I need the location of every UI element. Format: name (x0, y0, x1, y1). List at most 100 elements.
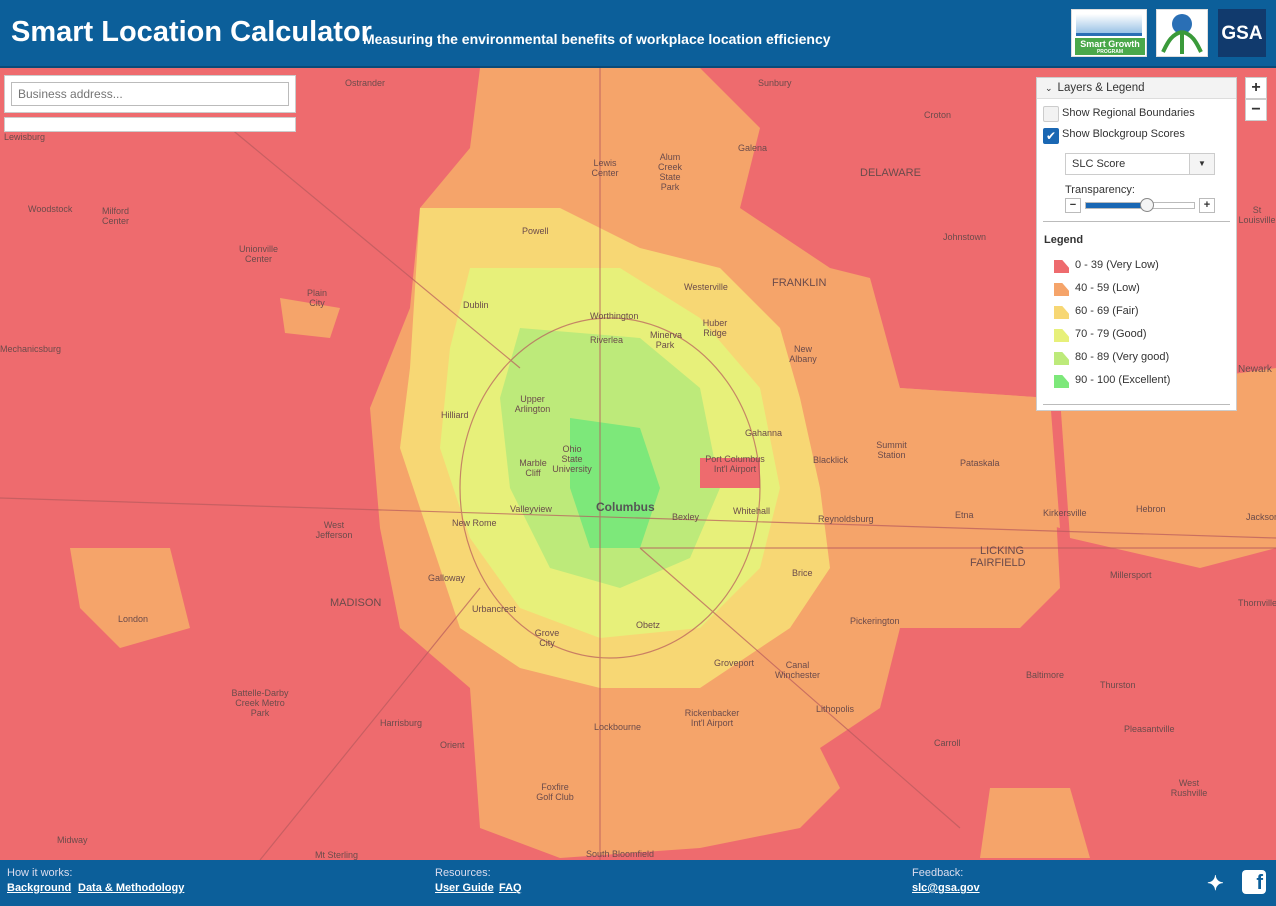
legend-label: 60 - 69 (Fair) (1075, 305, 1139, 317)
place-label: Dublin (463, 300, 489, 310)
background-link[interactable]: Background (7, 882, 72, 894)
twitter-icon[interactable]: ✦ (1207, 873, 1224, 895)
place-label: Port Columbus Int'l Airport (705, 454, 765, 474)
feedback-label: Feedback: (912, 867, 964, 879)
place-label: Westerville (684, 282, 728, 292)
place-label: Obetz (636, 620, 661, 630)
place-label: Thornville (1238, 598, 1276, 608)
place-label: Upper Arlington (514, 394, 551, 414)
app-subtitle: Measuring the environmental benefits of … (363, 31, 831, 47)
place-label: Midway (57, 835, 88, 845)
place-label: Galena (738, 143, 768, 153)
place-label: Newark (1238, 364, 1272, 375)
score-overlay (0, 68, 1276, 860)
place-label: Riverlea (590, 335, 624, 345)
feedback-email-link[interactable]: slc@gsa.gov (912, 882, 980, 894)
place-label: Grove City (534, 628, 560, 648)
place-label: Battelle-Darby Creek Metro Park (231, 688, 289, 718)
place-label: Reynoldsburg (818, 514, 874, 524)
place-label: Summit Station (876, 440, 907, 460)
legend-swatch (1054, 352, 1069, 365)
place-label: Alum Creek State Park (657, 152, 682, 192)
regional-boundaries-label[interactable]: Show Regional Boundaries (1062, 107, 1195, 119)
place-label: Ostrander (345, 78, 386, 88)
place-label: FRANKLIN (772, 277, 827, 289)
place-label: St Louisville (1238, 205, 1276, 225)
place-label: Whitehall (733, 506, 771, 516)
transparency-slider-handle[interactable] (1139, 198, 1154, 212)
user-guide-link[interactable]: User Guide (435, 882, 494, 894)
place-label: LICKING (980, 545, 1025, 557)
legend-label: 70 - 79 (Good) (1075, 328, 1147, 340)
layers-legend-toggle[interactable]: ⌄ Layers & Legend (1037, 78, 1236, 99)
place-label: Canal Winchester (775, 660, 821, 680)
place-label: Croton (924, 110, 952, 120)
gsa-logo[interactable]: GSA (1218, 9, 1266, 57)
place-label: Pleasantville (1124, 724, 1175, 734)
legend-title: Legend (1044, 234, 1084, 246)
place-label: Hilliard (441, 410, 469, 420)
legend-swatch (1054, 260, 1069, 273)
caret-down-icon: ▼ (1189, 154, 1214, 174)
place-label: Harrisburg (380, 718, 423, 728)
place-label: Woodstock (28, 204, 73, 214)
business-address-input[interactable] (11, 82, 289, 106)
place-label: Orient (440, 740, 465, 750)
transparency-decrease-button[interactable]: − (1065, 198, 1081, 213)
legend-swatch (1054, 306, 1069, 319)
how-it-works-label: How it works: (7, 867, 73, 879)
place-label: Jacksontown (1246, 512, 1276, 522)
place-label: Lewisburg (4, 132, 46, 142)
place-label: Groveport (714, 658, 755, 668)
legend-label: 80 - 89 (Very good) (1075, 351, 1170, 363)
place-label: Galloway (428, 573, 466, 583)
place-label: MADISON (330, 597, 382, 609)
divider (1043, 404, 1230, 405)
blockgroup-scores-checkbox[interactable]: ✔ (1043, 128, 1059, 144)
place-label: DELAWARE (860, 167, 921, 179)
place-label: Milford Center (101, 206, 129, 226)
facebook-icon[interactable]: f (1242, 870, 1266, 894)
faq-link[interactable]: FAQ (499, 882, 522, 894)
epa-logo[interactable] (1156, 9, 1208, 57)
place-label: South Bloomfield (586, 849, 655, 859)
place-label: Sunbury (758, 78, 792, 88)
place-label: Mt Sterling (315, 850, 359, 860)
layers-legend-panel: ⌄ Layers & Legend Show Regional Boundarie… (1036, 77, 1237, 411)
legend-swatch (1054, 375, 1069, 388)
place-label: Worthington (590, 311, 639, 321)
data-methodology-link[interactable]: Data & Methodology (78, 882, 185, 894)
transparency-slider-fill (1086, 203, 1146, 208)
transparency-slider[interactable] (1085, 198, 1195, 212)
search-results-bar (4, 117, 296, 132)
place-label: Huber Ridge (702, 318, 728, 338)
place-label: Etna (955, 510, 974, 520)
smart-growth-logo[interactable]: Smart Growth PROGRAM (1071, 9, 1147, 57)
transparency-increase-button[interactable]: + (1199, 198, 1215, 213)
panel-title: Layers & Legend (1057, 82, 1145, 94)
zoom-out-button[interactable]: − (1245, 99, 1267, 121)
place-label: Valleyview (510, 504, 552, 514)
place-label: Lockbourne (594, 722, 642, 732)
place-label: Baltimore (1026, 670, 1065, 680)
place-label: New Albany (789, 344, 817, 364)
place-label: Marble Cliff (519, 458, 547, 478)
place-label: Mechanicsburg (0, 344, 62, 354)
place-label: Pickerington (850, 616, 900, 626)
place-label: Lithopolis (816, 704, 855, 714)
place-label: Plain City (306, 288, 327, 308)
zoom-in-button[interactable]: + (1245, 77, 1267, 99)
check-icon: ✔ (1045, 129, 1057, 143)
place-label: Lewis Center (591, 158, 619, 178)
divider (1043, 221, 1230, 222)
address-search-box (4, 75, 296, 113)
regional-boundaries-checkbox[interactable] (1043, 106, 1059, 122)
score-select[interactable]: SLC Score ▼ (1065, 153, 1215, 175)
place-label: Thurston (1100, 680, 1136, 690)
place-label: Gahanna (745, 428, 783, 438)
transparency-label: Transparency: (1065, 184, 1135, 196)
resources-label: Resources: (435, 867, 491, 879)
place-label: Urbancrest (472, 604, 517, 614)
legend-label: 90 - 100 (Excellent) (1075, 374, 1171, 386)
blockgroup-scores-label[interactable]: Show Blockgroup Scores (1062, 128, 1185, 140)
